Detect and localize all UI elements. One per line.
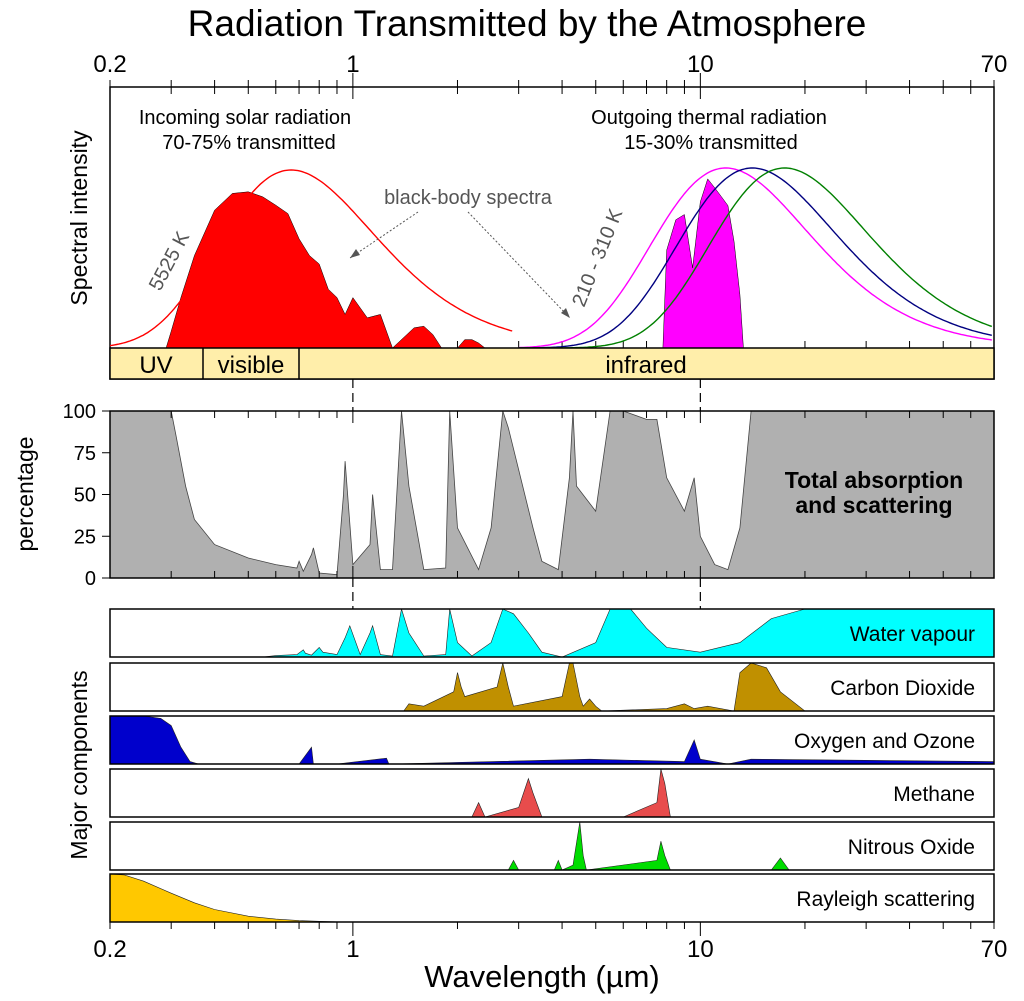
absorption-ytick-label-1: 25 [74, 526, 96, 548]
incoming-subtitle: 70-75% transmitted [162, 132, 335, 154]
blackbody-arrowhead-thermal [561, 308, 570, 318]
component-frame [109, 608, 995, 658]
outgoing-subtitle: 15-30% transmitted [624, 132, 797, 154]
component-frame [109, 873, 995, 923]
absorption-label-line1: Total absorption [785, 467, 963, 493]
top-tick-label-3: 70 [981, 51, 1008, 78]
blackbody-curves [109, 167, 993, 349]
absorption-ytick-label-3: 75 [74, 443, 96, 465]
absorption-ytick-label-4: 100 [63, 401, 96, 423]
absorption-y-axis: 0 25 50 75 100 [63, 401, 110, 590]
blackbody-arrow-solar [349, 211, 419, 259]
bottom-axis: 0.2 1 10 70 [93, 922, 1007, 963]
component-label: Methane [893, 783, 975, 806]
outgoing-title: Outgoing thermal radiation [591, 107, 827, 129]
component-area [110, 768, 994, 818]
component-label: Oxygen and Ozone [794, 730, 975, 753]
component-area [109, 715, 995, 765]
absorption-label-line2: and scattering [795, 492, 952, 518]
blackbody-arrow-thermal [467, 211, 571, 319]
top-tick-label-1: 1 [346, 51, 359, 78]
component-frame [109, 821, 995, 871]
components-panel: Water vapour Carbon Dioxide Oxygen and Ozo… [109, 608, 995, 923]
absorption-ticks [109, 411, 995, 578]
component-area [110, 608, 995, 658]
components-ylabel: Major components [66, 670, 92, 859]
component-label: Rayleigh scattering [796, 888, 975, 911]
top-tick-label-0: 0.2 [93, 51, 126, 78]
blackbody-annotation: black-body spectra [384, 187, 553, 209]
absorption-ytick-label-0: 0 [85, 568, 96, 590]
component-oxygen-and-ozone: Oxygen and Ozone [109, 715, 995, 765]
band-label-uv: UV [139, 352, 172, 379]
component-frame [109, 662, 995, 712]
absorption-ylabel: percentage [12, 436, 38, 551]
blackbody-arrowhead-solar [350, 249, 360, 258]
absorption-area-path [109, 410, 995, 579]
blackbody-curve-5525k [109, 169, 513, 347]
spectral-panel: UV visible infrared Incoming solar radia… [66, 86, 995, 380]
component-frame [109, 715, 995, 765]
spectral-ylabel: Spectral intensity [66, 130, 92, 306]
component-label: Water vapour [850, 623, 975, 646]
component-label: Nitrous Oxide [848, 836, 975, 859]
transmitted-solar-area [165, 191, 486, 349]
blackbody-curve-260k [518, 167, 992, 349]
component-methane: Methane [109, 768, 995, 818]
component-rayleigh-scattering: Rayleigh scattering [109, 873, 995, 923]
bottom-tick-label-3: 70 [981, 936, 1008, 963]
absorption-panel: 0 25 50 75 100 Total absorption and scatteri… [12, 401, 995, 590]
thermal-temperature-label: 210 - 310 K [568, 205, 627, 310]
incoming-title: Incoming solar radiation [139, 107, 351, 129]
band-strip [109, 347, 995, 380]
x-axis-label: Wavelength (µm) [424, 959, 660, 994]
blackbody-curve-310k [518, 167, 992, 349]
component-carbon-dioxide: Carbon Dioxide [109, 662, 995, 712]
bottom-tick-label-0: 0.2 [93, 936, 126, 963]
band-label-infrared: infrared [605, 352, 686, 379]
absorption-area [109, 410, 995, 579]
bottom-tick-label-1: 1 [346, 936, 359, 963]
component-label: Carbon Dioxide [830, 677, 975, 700]
band-label-visible: visible [218, 352, 285, 379]
component-water-vapour: Water vapour [109, 608, 995, 658]
component-nitrous-oxide: Nitrous Oxide [109, 821, 995, 871]
chart-title: Radiation Transmitted by the Atmosphere [188, 3, 867, 44]
bottom-tick-label-2: 10 [687, 936, 714, 963]
component-area [110, 662, 994, 712]
blackbody-curve-210k [518, 167, 993, 349]
component-frame [109, 768, 995, 818]
top-axis: 0.2 1 10 70 [93, 51, 1007, 609]
absorption-ytick-label-2: 50 [74, 485, 96, 507]
